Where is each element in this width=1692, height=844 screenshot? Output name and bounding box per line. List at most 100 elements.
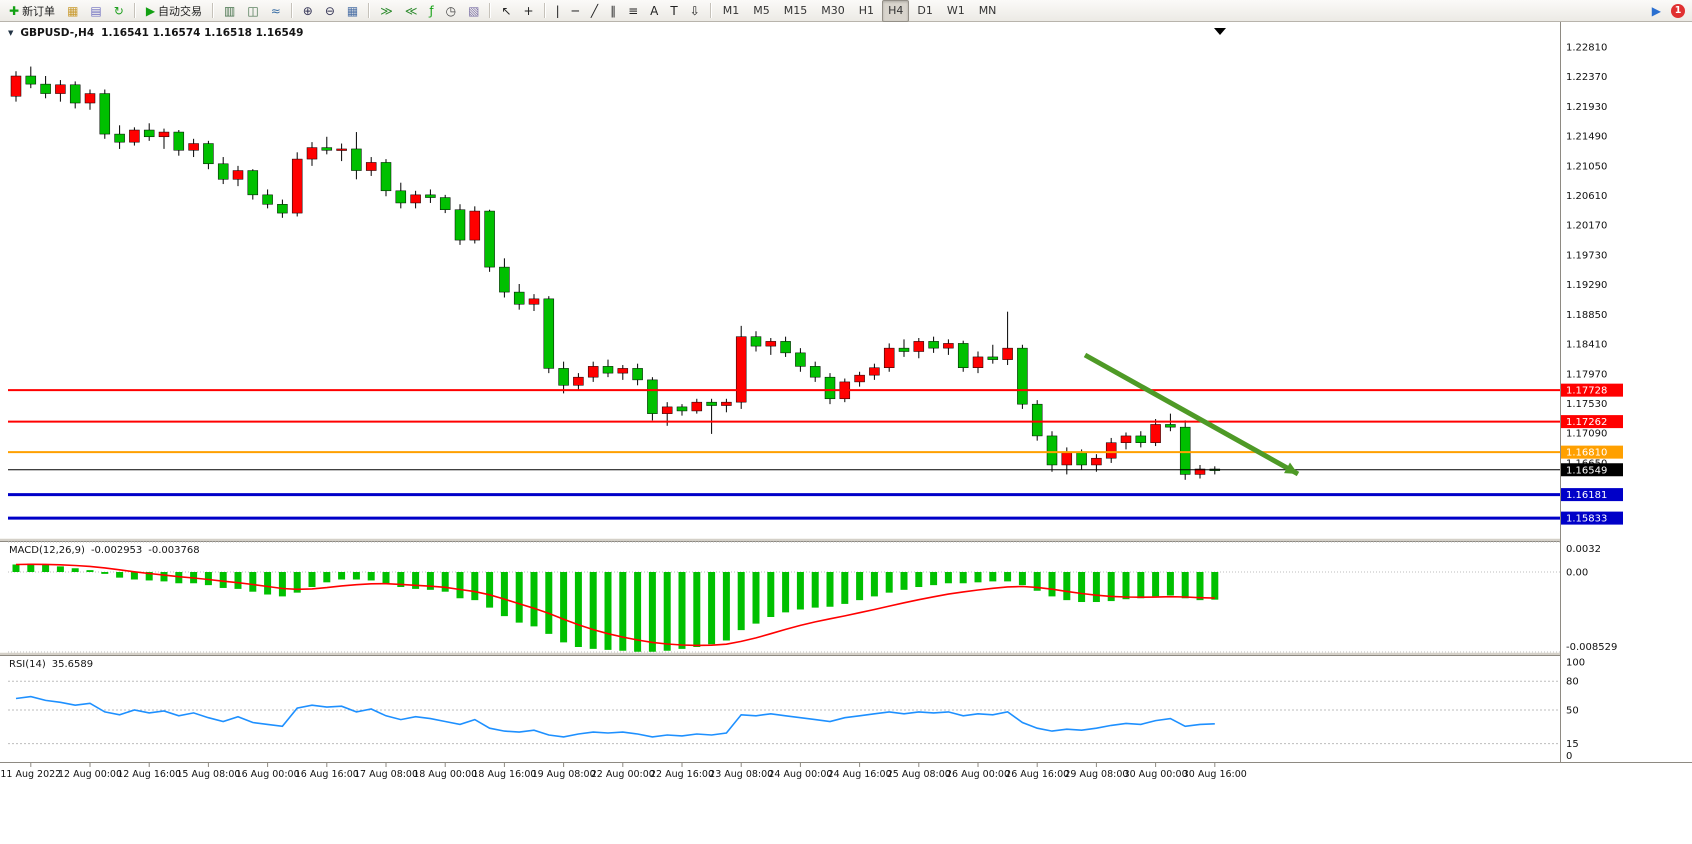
toolbar-separator [543,3,546,18]
svg-text:16 Aug 00:00: 16 Aug 00:00 [236,769,300,780]
indicators-icon-glyph: ƒ [429,3,434,18]
tf-m1-label: M1 [722,4,740,17]
tf-m30[interactable]: M30 [815,0,851,22]
chart-shift-marker[interactable] [1214,28,1226,35]
refresh-icon-glyph: ↻ [113,3,124,18]
svg-text:19 Aug 08:00: 19 Aug 08:00 [532,769,596,780]
cursor-icon[interactable]: ↖ [496,0,516,22]
svg-text:11 Aug 2022: 11 Aug 2022 [0,769,61,780]
toolbar-separator [489,3,492,18]
zoom-in-icon[interactable]: ⊕ [298,0,318,22]
svg-text:30 Aug 16:00: 30 Aug 16:00 [1183,769,1247,780]
crosshair-icon[interactable]: + [519,0,539,22]
chart-shift-icon[interactable]: ≪ [400,0,423,22]
bar-chart-icon-glyph: ▥ [224,3,236,18]
svg-text:12 Aug 16:00: 12 Aug 16:00 [117,769,181,780]
indicators-icon[interactable]: ƒ [424,0,438,22]
zoom-out-icon-glyph: ⊖ [324,3,335,18]
svg-text:24 Aug 16:00: 24 Aug 16:00 [828,769,892,780]
zoom-out-icon[interactable]: ⊖ [320,0,340,22]
vertical-line-icon-glyph: | [555,3,560,18]
tf-m1[interactable]: M1 [717,0,746,22]
toolbar-separator [709,3,712,18]
toolbar-right: ▶ 1 [1647,0,1688,22]
svg-text:26 Aug 00:00: 26 Aug 00:00 [946,769,1010,780]
templates-icon[interactable]: ▧ [463,0,484,22]
quick-trade-icon-glyph: ▶ [1651,3,1661,18]
tf-h4-label: H4 [888,4,904,17]
panel-separator[interactable] [0,652,1692,656]
tf-m5-label: M5 [753,4,770,17]
notification-badge[interactable]: 1 [1671,3,1685,18]
svg-text:0.00: 0.00 [1566,568,1588,579]
tile-windows-icon-glyph: ▦ [346,3,359,18]
svg-text:29 Aug 08:00: 29 Aug 08:00 [1064,769,1128,780]
tf-w1[interactable]: W1 [941,0,971,22]
candlestick-chart-icon[interactable]: ◫ [242,0,263,22]
tf-mn-label: MN [978,4,997,17]
horizontal-line-icon-glyph: ─ [571,3,579,18]
svg-text:17 Aug 08:00: 17 Aug 08:00 [354,769,418,780]
svg-text:1.17970: 1.17970 [1566,369,1607,380]
tf-h1[interactable]: H1 [853,0,880,22]
svg-text:1.21050: 1.21050 [1566,161,1607,172]
arrows-icon[interactable]: ⇩ [685,0,705,22]
profiles-icon[interactable]: ▤ [85,0,106,22]
fibonacci-icon[interactable]: ≡ [623,0,643,22]
autoscroll-icon[interactable]: ≫ [375,0,398,22]
tf-m15[interactable]: M15 [778,0,814,22]
tf-d1[interactable]: D1 [911,0,938,22]
toolbar: ✚ 新订单 ▦ ▤ ↻ ▶ 自动交易 ▥ ◫ ≈ ⊕ ⊖ ▦ ≫ ≪ ƒ ◷ ▧ ↖ + | ─ ╱ ∥ ≡ A T ⇩ M1 M5 M15… [0,0,1692,22]
svg-text:0.0032: 0.0032 [1566,544,1601,555]
text-icon[interactable]: A [645,0,663,22]
svg-text:1.15833: 1.15833 [1566,514,1607,525]
vertical-line-icon[interactable]: | [551,0,565,22]
new-order-button-icon: ✚ [9,3,20,18]
arrows-icon-glyph: ⇩ [689,3,700,18]
svg-text:1.16181: 1.16181 [1566,490,1607,501]
svg-text:12 Aug 00:00: 12 Aug 00:00 [58,769,122,780]
price-tag: 1.16810 [1561,445,1623,459]
quick-trade-icon[interactable]: ▶ [1647,0,1666,22]
svg-text:1.22810: 1.22810 [1566,42,1607,53]
new-chart-icon[interactable]: ▦ [62,0,83,22]
new-order-button[interactable]: ✚ 新订单 [4,0,60,22]
svg-text:18 Aug 16:00: 18 Aug 16:00 [472,769,536,780]
trendline-icon[interactable]: ╱ [586,0,603,22]
trendline-icon-glyph: ╱ [590,3,599,18]
autotrading-button-label: 自动交易 [158,4,203,18]
svg-text:25 Aug 08:00: 25 Aug 08:00 [887,769,951,780]
bar-chart-icon[interactable]: ▥ [219,0,240,22]
tile-windows-icon[interactable]: ▦ [342,0,363,22]
macd-signal-line [15,563,1215,647]
tf-mn[interactable]: MN [973,0,1003,22]
periods-icon[interactable]: ◷ [441,0,461,22]
svg-text:1.21930: 1.21930 [1566,102,1607,113]
tf-d1-label: D1 [917,4,933,17]
profiles-icon-glyph: ▤ [90,3,102,18]
svg-text:-0.008529: -0.008529 [1566,642,1617,653]
tf-m5[interactable]: M5 [747,0,776,22]
svg-text:1.17262: 1.17262 [1566,417,1607,428]
label-icon[interactable]: T [665,0,682,22]
svg-text:22 Aug 00:00: 22 Aug 00:00 [591,769,655,780]
autotrading-button[interactable]: ▶ 自动交易 [141,0,207,22]
panel-separator[interactable] [0,538,1692,542]
svg-text:1.18850: 1.18850 [1566,310,1607,321]
refresh-icon[interactable]: ↻ [109,0,129,22]
svg-text:100: 100 [1566,658,1585,669]
svg-text:1.17090: 1.17090 [1566,429,1607,440]
zoom-in-icon-glyph: ⊕ [302,3,313,18]
price-tag: 1.17262 [1561,415,1623,429]
line-chart-icon[interactable]: ≈ [266,0,286,22]
svg-text:1.16810: 1.16810 [1566,448,1607,459]
price-tag: 1.16549 [1561,463,1623,477]
channel-icon[interactable]: ∥ [605,0,621,22]
fibonacci-icon-glyph: ≡ [628,3,639,18]
svg-text:26 Aug 16:00: 26 Aug 16:00 [1005,769,1069,780]
tf-h4[interactable]: H4 [882,0,910,22]
trend-arrow[interactable] [1083,352,1300,477]
horizontal-line-icon[interactable]: ─ [567,0,584,22]
